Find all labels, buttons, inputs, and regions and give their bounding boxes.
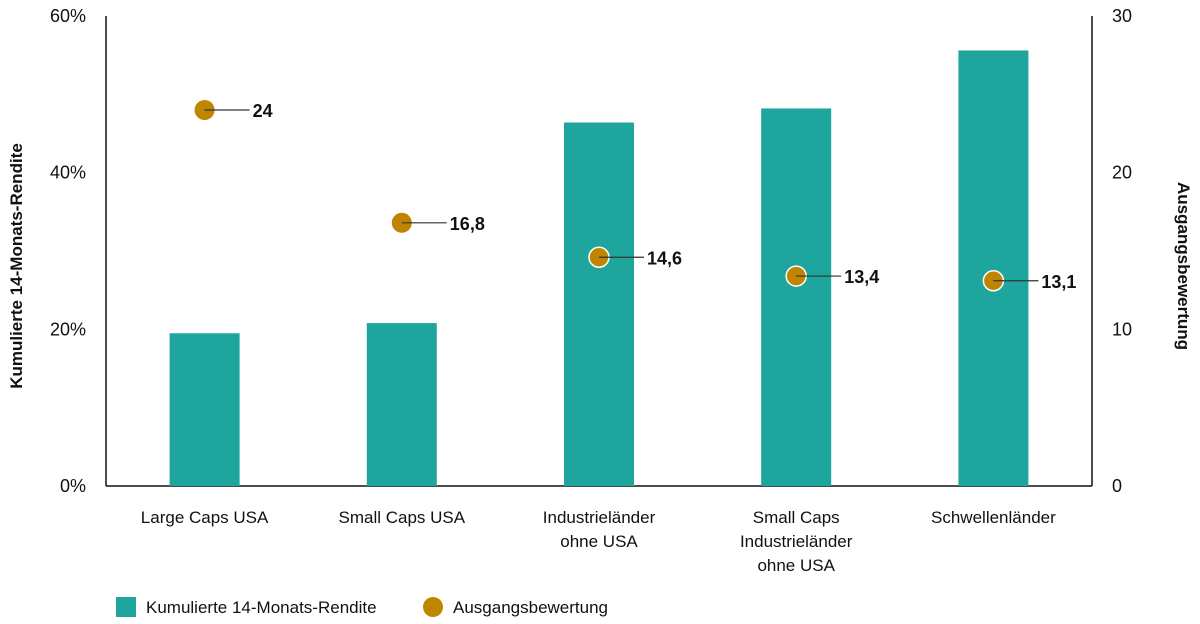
data-label: 16,8: [450, 214, 485, 234]
data-label: 14,6: [647, 248, 682, 268]
category-label: Industrieländer: [740, 532, 853, 551]
category-label: Large Caps USA: [141, 508, 269, 527]
y-tick-label: 20%: [50, 319, 86, 339]
data-label: 13,4: [844, 267, 879, 287]
category-label: Schwellenländer: [931, 508, 1056, 527]
y2-tick-label: 30: [1112, 6, 1132, 26]
legend-swatch-dot: [423, 597, 443, 617]
y-tick-label: 40%: [50, 163, 86, 183]
y-tick-label: 60%: [50, 6, 86, 26]
bar: [366, 323, 437, 486]
y2-tick-label: 10: [1112, 319, 1132, 339]
y2-tick-label: 0: [1112, 476, 1122, 496]
category-label: ohne USA: [757, 556, 835, 575]
bar: [169, 333, 240, 486]
bar: [958, 50, 1029, 486]
bar: [564, 122, 634, 487]
legend-label: Kumulierte 14-Monats-Rendite: [146, 598, 377, 617]
category-label: Industrieländer: [543, 508, 656, 527]
category-label: ohne USA: [560, 532, 638, 551]
category-label: Small Caps: [753, 508, 840, 527]
bar: [761, 108, 832, 486]
legend-swatch-bar: [116, 597, 136, 617]
y2-axis-title: Ausgangsbewertung: [1174, 182, 1193, 350]
category-label: Small Caps USA: [338, 508, 465, 527]
y-tick-label: 0%: [60, 476, 86, 496]
y-axis-title: Kumulierte 14-Monats-Rendite: [7, 143, 26, 389]
legend-label: Ausgangsbewertung: [453, 598, 608, 617]
data-label: 13,1: [1041, 272, 1076, 292]
y2-tick-label: 20: [1112, 163, 1132, 183]
data-label: 24: [253, 101, 273, 121]
